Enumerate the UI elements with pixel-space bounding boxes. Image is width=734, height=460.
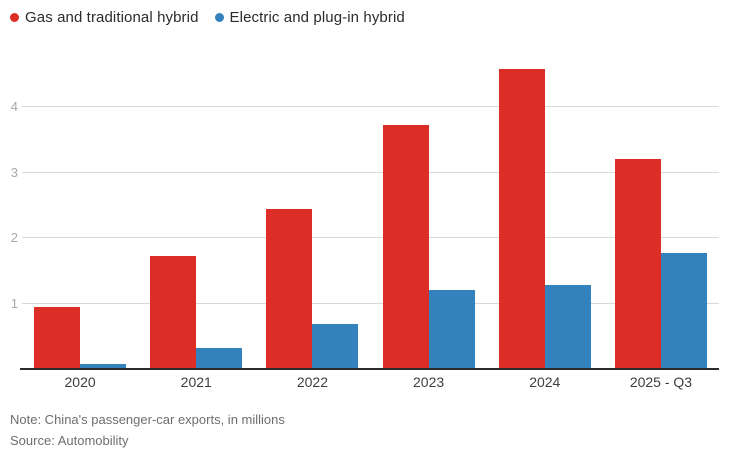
- legend-item-gas: Gas and traditional hybrid: [10, 9, 199, 26]
- gridline-4: [22, 106, 719, 108]
- legend-dot-gas-icon: [10, 12, 19, 22]
- y-axis-tick-label-4: 4: [10, 99, 18, 115]
- bar-electric-2023: [428, 289, 475, 369]
- bar-gas-2023: [382, 125, 429, 369]
- gridline-3: [22, 171, 719, 173]
- chart-legend: Gas and traditional hybrid Electric and …: [10, 6, 405, 28]
- bar-electric-2020: [80, 364, 127, 369]
- y-axis-tick-label-2: 2: [10, 230, 18, 246]
- bar-gas-2024: [498, 69, 545, 369]
- bar-electric-2021: [196, 348, 243, 369]
- bar-gas-2025-q3: [614, 158, 661, 369]
- chart-source: Source: Automobility: [10, 433, 129, 448]
- legend-label-gas: Gas and traditional hybrid: [25, 8, 199, 26]
- x-axis-labels: 2020 2021 2022 2023 2024 2025 - Q3: [22, 374, 719, 391]
- gridline-2: [22, 237, 719, 239]
- bar-group-2025-q3: [603, 58, 719, 369]
- bar-electric-2025-q3: [660, 253, 707, 369]
- bar-group-2020: [22, 58, 138, 369]
- x-axis-label-2025-q3: 2025 - Q3: [629, 374, 693, 390]
- legend-label-electric: Electric and plug-in hybrid: [229, 8, 405, 26]
- bar-electric-2022: [312, 324, 359, 369]
- legend-dot-electric-icon: [214, 12, 224, 22]
- chart-note: Note: China's passenger-car exports, in …: [10, 412, 285, 427]
- bar-group-2021: [138, 58, 254, 369]
- bar-electric-2024: [544, 284, 591, 369]
- plot-area: [22, 58, 719, 369]
- gridline-1: [22, 302, 719, 304]
- x-axis-label-2022: 2022: [296, 374, 328, 390]
- bar-group-2022: [254, 58, 370, 369]
- bar-gas-2021: [150, 255, 197, 369]
- x-axis-label-2021: 2021: [180, 374, 212, 390]
- bar-gas-2020: [34, 307, 81, 369]
- y-axis-tick-label-3: 3: [10, 164, 18, 180]
- x-axis-label-2020: 2020: [64, 374, 96, 390]
- x-axis-label-2023: 2023: [413, 374, 445, 390]
- x-axis-label-2024: 2024: [529, 374, 561, 390]
- bar-group-2023: [371, 58, 487, 369]
- bar-gas-2022: [266, 209, 313, 369]
- x-axis-line: [20, 368, 719, 370]
- bar-groups: [22, 58, 719, 369]
- bar-group-2024: [487, 58, 603, 369]
- y-axis: 1 2 3 4: [0, 58, 18, 369]
- legend-item-electric: Electric and plug-in hybrid: [214, 8, 405, 26]
- y-axis-tick-label-1: 1: [10, 295, 18, 311]
